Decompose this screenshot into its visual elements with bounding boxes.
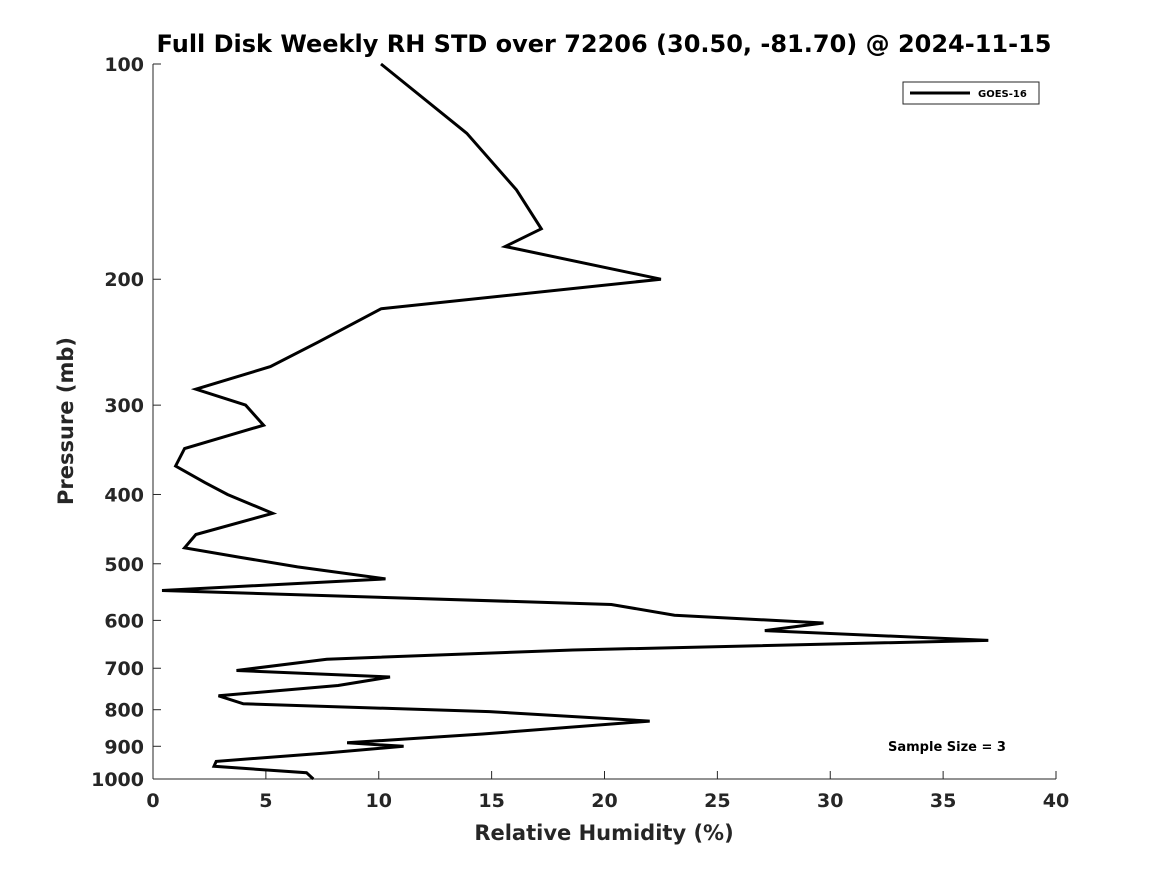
y-tick-label: 600 bbox=[104, 610, 144, 632]
y-tick-label: 500 bbox=[104, 554, 144, 576]
y-tick-label: 700 bbox=[104, 658, 144, 680]
y-tick-label: 800 bbox=[104, 700, 144, 722]
series-layer bbox=[161, 62, 989, 781]
legend: GOES-16 bbox=[902, 81, 1040, 105]
series-line-goes-16 bbox=[161, 62, 989, 781]
legend-box bbox=[902, 81, 1040, 105]
x-tick-label: 10 bbox=[366, 790, 392, 812]
x-tick-label: 35 bbox=[930, 790, 956, 812]
x-tick-label: 15 bbox=[478, 790, 504, 812]
x-tick-label: 20 bbox=[591, 790, 617, 812]
y-tick-label: 100 bbox=[104, 54, 144, 76]
x-tick-label: 25 bbox=[704, 790, 730, 812]
y-tick-label: 900 bbox=[104, 736, 144, 758]
y-tick-label: 200 bbox=[104, 269, 144, 291]
x-tick-label: 30 bbox=[817, 790, 843, 812]
y-axis-label: Pressure (mb) bbox=[54, 337, 78, 505]
x-axis-ticks: 0 5 10 15 20 25 30 35 40 bbox=[146, 771, 1069, 812]
y-tick-label: 300 bbox=[104, 395, 144, 417]
x-axis-label: Relative Humidity (%) bbox=[474, 821, 733, 845]
x-tick-label: 0 bbox=[146, 790, 159, 812]
x-tick-label: 5 bbox=[259, 790, 272, 812]
y-axis-ticks: 100 200 300 400 500 600 700 800 900 1000 bbox=[91, 54, 161, 791]
sample-size-annotation: Sample Size = 3 bbox=[888, 740, 1006, 755]
legend-label-goes-16: GOES-16 bbox=[978, 89, 1027, 100]
chart-title: Full Disk Weekly RH STD over 72206 (30.5… bbox=[157, 30, 1052, 58]
y-tick-label: 400 bbox=[104, 484, 144, 506]
x-tick-label: 40 bbox=[1043, 790, 1069, 812]
y-tick-label: 1000 bbox=[91, 769, 144, 791]
